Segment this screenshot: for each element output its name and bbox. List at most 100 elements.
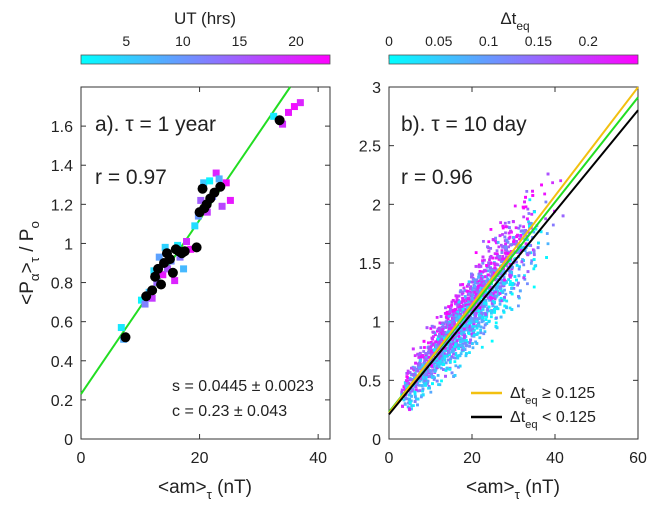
plot-b-point [508,259,512,263]
plot-b-point [448,367,452,371]
plot-b-point [474,264,478,268]
plot-a-ytick-label: 0.4 [51,354,73,371]
plot-b-point [456,325,460,329]
plot-b-point [477,309,481,312]
plot-b-point [473,290,477,294]
plot-b-point [454,314,458,318]
plot-b-point [525,189,529,193]
plot-b-point [421,393,425,397]
plot-b-point [448,360,452,363]
plot-b-point [517,243,521,247]
plot-b-point [481,275,485,279]
plot-b-point [496,290,500,293]
plot-b-point [447,349,450,352]
plot-a-ylabel: <Pα>τ / Po [17,221,42,305]
plot-b-point [427,362,431,366]
plot-b-point [476,310,480,314]
plot-b-point [465,284,469,288]
plot-b-point [456,303,460,307]
plot-b-point [516,281,520,285]
plot-b-point [402,385,406,389]
plot-b-point [525,217,529,221]
plot-b-point [461,283,465,286]
colorbar-a-bar [80,54,331,65]
plot-b-point [500,251,504,255]
plot-b-point [518,224,522,228]
plot-b-point [481,255,485,259]
plot-b-point [479,277,483,280]
plot-b-point [495,249,499,253]
plot-b-point [431,376,435,379]
plot-b-point [512,236,515,239]
plot-b-point [432,369,435,372]
plot-b-point [468,341,472,345]
plot-b-point [448,346,452,350]
plot-b-point [501,245,505,249]
plot-a-fit-slope: s = 0.0445 ± 0.0023 [172,378,314,395]
plot-b-point [467,292,471,296]
plot-b-point [454,308,458,312]
plot-b-point [483,301,486,305]
plot-a-fit-intercept: c = 0.23 ± 0.043 [172,403,287,420]
plot-b-point [464,354,468,358]
plot-b-point [516,233,519,237]
plot-b-point [489,292,493,296]
plot-b-point [499,243,503,247]
plot-b-point [430,352,433,356]
plot-b-point [437,326,441,330]
plot-b-point [461,342,465,346]
plot-b-point [503,221,507,225]
plot-b-point [503,281,507,285]
plot-b-point [436,345,440,349]
plot-b-point [459,312,463,316]
plot-b-point [475,326,479,330]
plot-b-point [526,270,530,274]
plot-b-point [417,355,421,359]
plot-b-point [443,356,447,360]
plot-b-point [482,269,486,273]
plot-a-black-point [274,115,285,126]
plot-b-point [515,264,519,267]
plot-b-point [431,382,434,386]
plot-b-point [459,339,463,343]
plot-b-point [495,241,498,245]
plot-b-point [469,338,473,342]
plot-b-point [471,327,475,330]
plot-b-point [546,242,550,246]
plot-b-point [444,306,447,310]
plot-b-point [420,384,424,388]
plot-a-colored-point [164,265,172,273]
plot-b-point [446,342,450,346]
plot-b-point [515,260,518,264]
plot-b-point [466,320,469,324]
plot-b-point [494,321,498,325]
plot-b-point [447,328,451,332]
plot-b-point [420,371,424,375]
plot-a-xtick-label: 40 [309,450,327,467]
plot-b-point [559,179,563,183]
plot-b-point [436,362,440,366]
plot-b-point [526,252,530,256]
plot-b-point [475,319,479,323]
plot-b-point [410,407,413,411]
plot-b-point [410,366,413,370]
plot-b-point [470,332,474,336]
plot-b-point [522,215,526,219]
plot-b-point [445,367,449,371]
plot-b-point [508,269,512,273]
plot-b-point [477,314,481,317]
plot-b-point [489,268,493,272]
plot-b-point [469,285,473,289]
plot-b-point [515,278,518,282]
plot-b-point [514,242,518,246]
plot-b-point [491,299,495,303]
plot-b-point [493,266,497,270]
plot-b-point [433,348,436,352]
plot-b-point [469,321,472,325]
plot-b-point [481,308,485,311]
colorbar-b-tick-label: 0.1 [479,33,499,49]
plot-b-point [450,371,454,375]
plot-b-point [477,272,481,276]
plot-b-point [455,298,459,302]
plot-b-point [457,300,461,304]
